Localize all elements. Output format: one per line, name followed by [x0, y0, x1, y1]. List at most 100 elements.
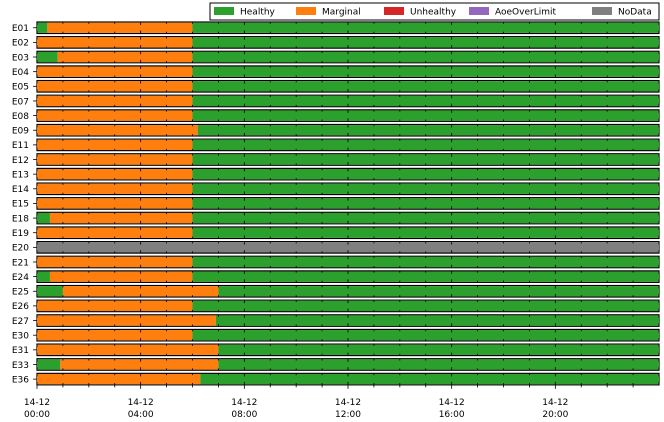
legend-label-aoeoverlimit: AoeOverLimit [495, 8, 556, 18]
bar-segment-e36-0 [37, 373, 201, 385]
bar-segment-e12-0 [37, 154, 193, 165]
bar-segment-e11-1 [192, 139, 659, 151]
legend-swatch-nodata [592, 7, 612, 15]
bar-segment-e18-0 [37, 212, 50, 224]
y-label-e18: E18 [12, 214, 29, 224]
legend-label-unhealthy: Unhealthy [410, 8, 457, 18]
x-tick-label-date: 14-12 [542, 398, 568, 408]
bar-segment-e05-0 [37, 81, 193, 92]
bar-segment-e04-1 [192, 66, 659, 77]
bar-segment-e33-1 [60, 359, 219, 370]
x-tick-label-time: 12:00 [335, 410, 361, 420]
y-label-e21: E21 [12, 258, 29, 268]
bar-segment-e07-1 [192, 95, 659, 107]
legend-swatch-unhealthy [384, 7, 404, 15]
bar-segment-e05-1 [192, 81, 659, 92]
bar-segment-e24-0 [37, 271, 50, 282]
bar-segment-e02-1 [192, 37, 659, 48]
legend: Healthy Marginal Unhealthy AoeOverLimit NoDa… [209, 2, 660, 21]
bar-segment-e15-1 [192, 198, 659, 209]
bar-segment-e18-2 [192, 212, 659, 224]
y-label-e08: E08 [12, 112, 29, 122]
y-axis-labels: E01 E02 E03 E04 E05 E07 E08 E09 E11 E12 E13 E14 E15 E… [12, 24, 37, 385]
x-axis: 14-12 00:00 14-12 04:00 14-12 08:00 14-12 12:00… [24, 384, 634, 420]
bar-segment-e36-1 [200, 373, 659, 385]
bar-segment-e30-1 [192, 330, 659, 341]
y-label-e30: E30 [12, 331, 29, 341]
bar-segment-e21-1 [192, 256, 659, 268]
y-label-e07: E07 [12, 97, 29, 107]
bar-segment-e30-0 [37, 330, 193, 341]
y-label-e36: E36 [12, 375, 29, 385]
legend-swatch-healthy [214, 7, 234, 15]
bar-segment-e24-1 [49, 271, 193, 282]
bar-segment-e01-0 [37, 22, 48, 33]
y-label-e03: E03 [12, 53, 29, 63]
bar-segment-e01-1 [47, 22, 193, 33]
bar-segment-e26-1 [192, 300, 659, 312]
y-label-e25: E25 [12, 288, 29, 298]
y-label-e09: E09 [12, 127, 29, 137]
y-label-e31: E31 [12, 346, 29, 356]
bar-segment-e04-0 [37, 66, 193, 77]
bar-segment-e14-0 [37, 183, 193, 194]
y-label-e33: E33 [12, 361, 29, 371]
legend-box [209, 2, 660, 21]
y-label-e14: E14 [12, 185, 29, 195]
y-label-e20: E20 [12, 244, 29, 254]
bar-segment-e09-1 [197, 125, 659, 136]
y-label-e11: E11 [12, 141, 29, 151]
bar-segment-e31-0 [37, 344, 219, 355]
bar-segment-e24-2 [192, 271, 659, 282]
bar-segment-e25-0 [37, 286, 63, 297]
bar-segment-e07-0 [37, 95, 193, 107]
y-label-e26: E26 [12, 302, 29, 312]
bar-segment-e03-2 [192, 51, 659, 63]
bar-segment-e08-0 [37, 110, 193, 121]
y-label-e02: E02 [12, 39, 29, 49]
bar-segment-e19-0 [37, 227, 193, 238]
x-tick-label-date: 14-12 [335, 398, 361, 408]
y-label-e24: E24 [12, 273, 29, 283]
legend-label-marginal: Marginal [322, 8, 361, 18]
x-tick-label-date: 14-12 [128, 398, 154, 408]
bar-segment-e25-1 [62, 286, 219, 297]
bar-segment-e01-2 [192, 22, 659, 33]
bar-segment-e13-0 [37, 169, 193, 180]
bar-segment-e03-1 [57, 51, 193, 63]
legend-swatch-marginal [296, 7, 316, 15]
bar-segment-e09-0 [37, 125, 198, 136]
y-label-e12: E12 [12, 156, 29, 166]
bar-segment-e14-1 [192, 183, 659, 194]
bar-segment-e19-1 [192, 227, 659, 238]
bars-layer [36, 21, 660, 386]
x-tick-label-time: 20:00 [542, 410, 568, 420]
x-tick-label-date: 14-12 [231, 398, 257, 408]
y-label-e05: E05 [12, 83, 29, 93]
bar-segment-e18-1 [49, 212, 193, 224]
bar-segment-e27-0 [37, 315, 216, 326]
y-label-e27: E27 [12, 317, 29, 327]
y-label-e15: E15 [12, 200, 29, 210]
bar-segment-e08-1 [192, 110, 659, 121]
bar-segment-e31-1 [218, 344, 659, 355]
y-label-e04: E04 [12, 68, 29, 78]
legend-swatch-aoeoverlimit [469, 7, 489, 15]
x-tick-label-time: 04:00 [128, 410, 154, 420]
y-label-e01: E01 [12, 24, 29, 34]
legend-label-nodata: NoData [618, 8, 652, 18]
bar-segment-e27-1 [215, 315, 659, 326]
bar-segment-e02-0 [37, 37, 193, 48]
x-tick-label-date: 14-12 [439, 398, 465, 408]
bar-segment-e03-0 [37, 51, 58, 63]
x-tick-label-time: 00:00 [24, 410, 50, 420]
bar-segment-e25-2 [218, 286, 659, 297]
x-tick-label-date: 14-12 [24, 398, 50, 408]
y-label-e19: E19 [12, 229, 29, 239]
bar-segment-e33-2 [218, 359, 659, 370]
bar-segment-e15-0 [37, 198, 193, 209]
x-tick-label-time: 16:00 [439, 410, 465, 420]
bar-segment-e12-1 [192, 154, 659, 165]
legend-label-healthy: Healthy [240, 8, 276, 18]
